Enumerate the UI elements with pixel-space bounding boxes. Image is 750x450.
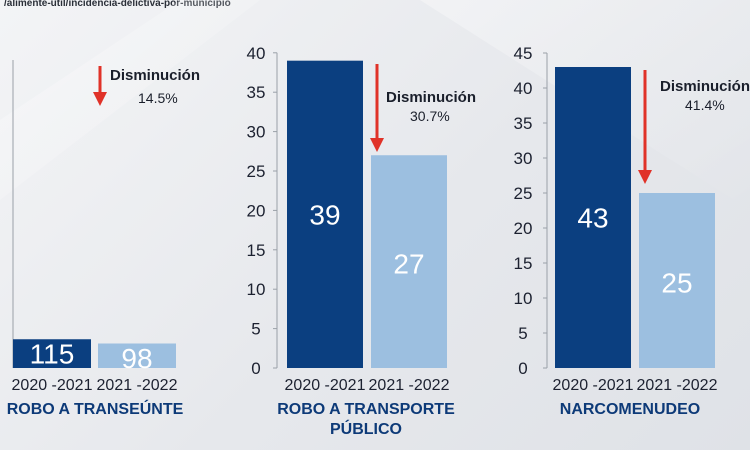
decrease-arrow-head xyxy=(370,138,384,152)
annotation-label: Disminución xyxy=(660,78,750,95)
y-tick-label: 20 xyxy=(247,201,266,220)
data-label: 43 xyxy=(577,203,608,234)
y-tick-label: 35 xyxy=(247,83,266,102)
y-tick-label: 35 xyxy=(514,114,533,133)
x-tick-label: 2021 -2022 xyxy=(97,377,178,394)
y-tick-label: 40 xyxy=(247,44,266,63)
y-tick-label: 15 xyxy=(514,254,533,273)
x-tick-label: 2020 -2021 xyxy=(12,377,93,394)
y-tick-label: 15 xyxy=(247,241,266,260)
x-tick-label: 2021 -2022 xyxy=(369,377,450,394)
data-label: 27 xyxy=(393,249,424,280)
chart-title-robo-transeunte: ROBO A TRANSEÚNTE xyxy=(6,401,184,418)
x-tick-label: 2020 -2021 xyxy=(285,377,366,394)
bar xyxy=(13,339,91,368)
data-label: 115 xyxy=(30,339,75,370)
source-url: /alimente-util/incidencia-delictiva-por-… xyxy=(4,0,231,9)
y-tick-label: 0 xyxy=(251,359,260,378)
y-tick-label: 40 xyxy=(514,79,533,98)
bar xyxy=(639,193,715,368)
annotation-label: Disminución xyxy=(386,89,476,106)
y-tick-label: 0 xyxy=(518,359,527,378)
annotation-percent: 30.7% xyxy=(410,108,450,124)
y-tick-label: 5 xyxy=(518,324,527,343)
annotation-percent: 41.4% xyxy=(685,97,725,113)
annotation-percent: 14.5% xyxy=(138,90,178,106)
chart-title-narcomenudeo: NARCOMENUDEO xyxy=(559,401,701,418)
y-tick-label: 5 xyxy=(251,320,260,339)
bar xyxy=(287,60,363,369)
decrease-arrow-head xyxy=(638,170,652,184)
y-tick-label: 10 xyxy=(514,289,533,308)
x-tick-label: 2020 -2021 xyxy=(553,377,634,394)
data-label: 25 xyxy=(661,268,692,299)
y-tick-label: 45 xyxy=(514,44,533,63)
bar xyxy=(371,155,447,368)
annotation-label: Disminución xyxy=(110,67,200,84)
decrease-arrow-head xyxy=(93,92,107,106)
y-tick-label: 30 xyxy=(247,123,266,142)
data-label: 98 xyxy=(121,343,152,374)
y-tick-label: 30 xyxy=(514,149,533,168)
x-tick-label: 2021 -2022 xyxy=(637,377,718,394)
y-tick-label: 20 xyxy=(514,219,533,238)
data-label: 39 xyxy=(309,199,340,230)
y-tick-label: 25 xyxy=(247,162,266,181)
background-sheen xyxy=(0,0,260,200)
bar xyxy=(98,343,176,368)
chart-title-robo-transporte: ROBO A TRANSPORTE PÚBLICO xyxy=(277,401,455,438)
bar xyxy=(555,67,631,368)
y-tick-label: 25 xyxy=(514,184,533,203)
y-tick-label: 10 xyxy=(247,280,266,299)
